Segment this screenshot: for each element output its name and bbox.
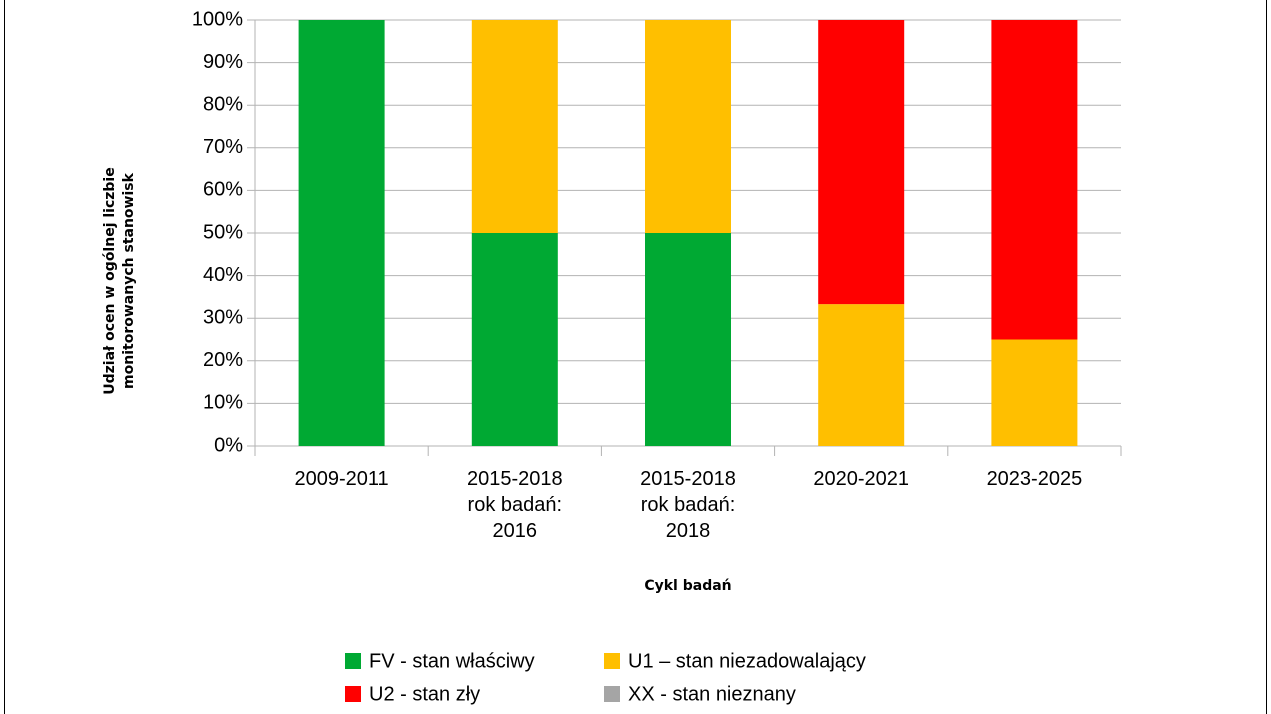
legend-swatch <box>345 653 361 669</box>
bar-segment <box>818 20 905 305</box>
bar-segment <box>991 20 1078 340</box>
bar-segment <box>471 233 558 446</box>
legend-label: U1 – stan niezadowalający <box>628 650 866 672</box>
bar-segment <box>991 339 1078 446</box>
y-tick-label: 0% <box>214 434 243 456</box>
x-tick-label: 2015-2018 rok badań: 2018 <box>640 468 736 542</box>
legend-label: U2 - stan zły <box>369 683 480 705</box>
legend-label: XX - stan nieznany <box>628 683 796 705</box>
x-tick-label: 2015-2018 rok badań: 2016 <box>466 468 563 542</box>
bar-segment <box>645 20 731 233</box>
y-tick-label: 40% <box>203 264 243 286</box>
bar-segment <box>645 233 731 446</box>
y-tick-label: 30% <box>203 306 243 328</box>
y-tick-label: 90% <box>203 51 243 73</box>
legend-swatch <box>604 653 620 669</box>
y-tick-label: 10% <box>203 392 243 414</box>
y-axis-title: Udział ocen w ogólnej liczbie monitorowa… <box>102 167 137 395</box>
x-axis-title: Cykl badań <box>644 578 732 594</box>
legend-swatch <box>604 686 620 702</box>
y-tick-label: 50% <box>203 221 243 243</box>
y-tick-label: 60% <box>203 179 243 201</box>
bar-segment <box>298 20 385 446</box>
frame <box>4 0 1267 714</box>
y-tick-label: 70% <box>203 136 243 158</box>
bar-segment <box>471 20 558 233</box>
legend-label: FV - stan właściwy <box>369 650 535 672</box>
y-tick-label: 20% <box>203 349 243 371</box>
bar-segment <box>818 304 905 446</box>
x-tick-label: 2020-2021 <box>813 468 910 490</box>
y-tick-label: 80% <box>203 93 243 115</box>
y-tick-label: 100% <box>192 8 243 30</box>
legend-swatch <box>345 686 361 702</box>
x-tick-label: 2009-2011 <box>294 468 389 490</box>
x-tick-label: 2023-2025 <box>986 468 1083 490</box>
